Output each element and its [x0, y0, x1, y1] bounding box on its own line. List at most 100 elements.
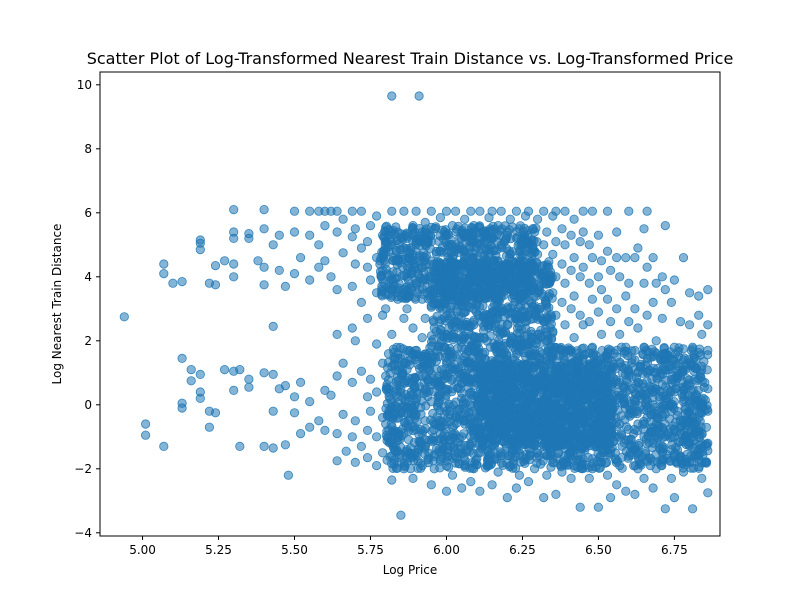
data-point	[532, 448, 543, 458]
data-point	[417, 428, 427, 439]
data-point	[566, 355, 576, 365]
y-tick-label: 4	[84, 270, 92, 284]
data-point	[511, 233, 522, 243]
data-point	[377, 265, 388, 275]
data-point	[666, 361, 677, 371]
data-point	[508, 453, 518, 463]
data-point	[648, 438, 658, 448]
data-point	[362, 262, 373, 272]
data-point	[642, 310, 652, 320]
data-point	[384, 387, 394, 398]
data-point	[505, 313, 515, 323]
data-point	[466, 400, 476, 410]
data-point	[457, 297, 467, 307]
data-point	[387, 329, 397, 339]
data-point	[471, 306, 481, 317]
data-point	[566, 265, 576, 275]
data-point	[547, 382, 557, 392]
data-point	[429, 323, 439, 333]
data-point	[669, 342, 680, 352]
data-point	[396, 510, 406, 520]
data-point	[651, 278, 661, 288]
data-point	[566, 230, 576, 240]
data-point	[633, 419, 643, 429]
data-point	[596, 329, 607, 339]
data-point	[408, 473, 418, 483]
data-point	[350, 457, 360, 467]
data-point	[460, 374, 470, 384]
data-point	[475, 332, 485, 343]
data-point	[314, 240, 324, 250]
data-point	[362, 392, 373, 402]
data-point	[697, 400, 707, 410]
data-point	[639, 278, 649, 288]
data-point	[596, 457, 607, 467]
data-point	[399, 284, 409, 295]
data-point	[460, 214, 470, 224]
data-point	[642, 262, 652, 272]
data-point	[295, 428, 306, 439]
data-point	[514, 428, 525, 439]
data-point	[268, 406, 278, 416]
data-point	[466, 233, 476, 243]
data-point	[520, 284, 531, 295]
data-point	[651, 384, 661, 394]
data-point	[478, 348, 488, 359]
data-point	[447, 422, 458, 432]
data-point	[362, 425, 373, 435]
data-point	[450, 451, 461, 461]
data-point	[235, 364, 245, 375]
data-point	[493, 221, 503, 231]
data-point	[466, 206, 476, 216]
data-point	[347, 377, 357, 387]
x-tick-label: 5.00	[129, 543, 156, 557]
data-point	[514, 387, 525, 397]
x-tick-label: 5.50	[281, 543, 308, 557]
data-point	[505, 460, 515, 471]
data-point	[420, 416, 430, 426]
data-point	[274, 230, 284, 240]
data-point	[678, 355, 689, 365]
data-point	[229, 205, 239, 215]
data-point	[593, 502, 604, 512]
data-point	[289, 408, 300, 418]
data-point	[305, 230, 315, 240]
data-point	[523, 438, 534, 448]
data-point	[602, 246, 613, 256]
data-point	[578, 371, 588, 381]
data-point	[657, 272, 667, 282]
data-point	[487, 441, 497, 451]
data-point	[529, 464, 540, 474]
data-point	[684, 288, 695, 298]
data-point	[539, 316, 549, 327]
data-point	[420, 441, 430, 451]
data-point	[365, 275, 376, 285]
data-point	[520, 454, 531, 464]
y-axis-label: Log Nearest Train Distance	[50, 224, 64, 385]
data-point	[602, 428, 613, 439]
data-point	[678, 253, 689, 263]
data-point	[587, 342, 598, 352]
data-point	[400, 394, 411, 405]
data-point	[703, 320, 713, 330]
x-tick-label: 6.00	[433, 543, 460, 557]
data-point	[605, 316, 616, 327]
data-point	[426, 435, 436, 445]
data-point	[411, 409, 421, 419]
data-point	[539, 403, 549, 413]
data-point	[584, 473, 594, 483]
data-point	[326, 390, 336, 400]
data-point	[551, 237, 561, 247]
data-point	[493, 256, 503, 266]
data-point	[420, 384, 430, 394]
data-point	[371, 432, 382, 442]
data-point	[259, 280, 269, 290]
data-point	[593, 358, 604, 368]
data-point	[371, 288, 382, 298]
data-point	[697, 329, 707, 339]
data-point	[459, 333, 469, 343]
data-point	[657, 364, 667, 375]
x-tick-label: 5.25	[205, 543, 232, 557]
data-point	[429, 259, 439, 269]
data-point	[566, 304, 576, 314]
